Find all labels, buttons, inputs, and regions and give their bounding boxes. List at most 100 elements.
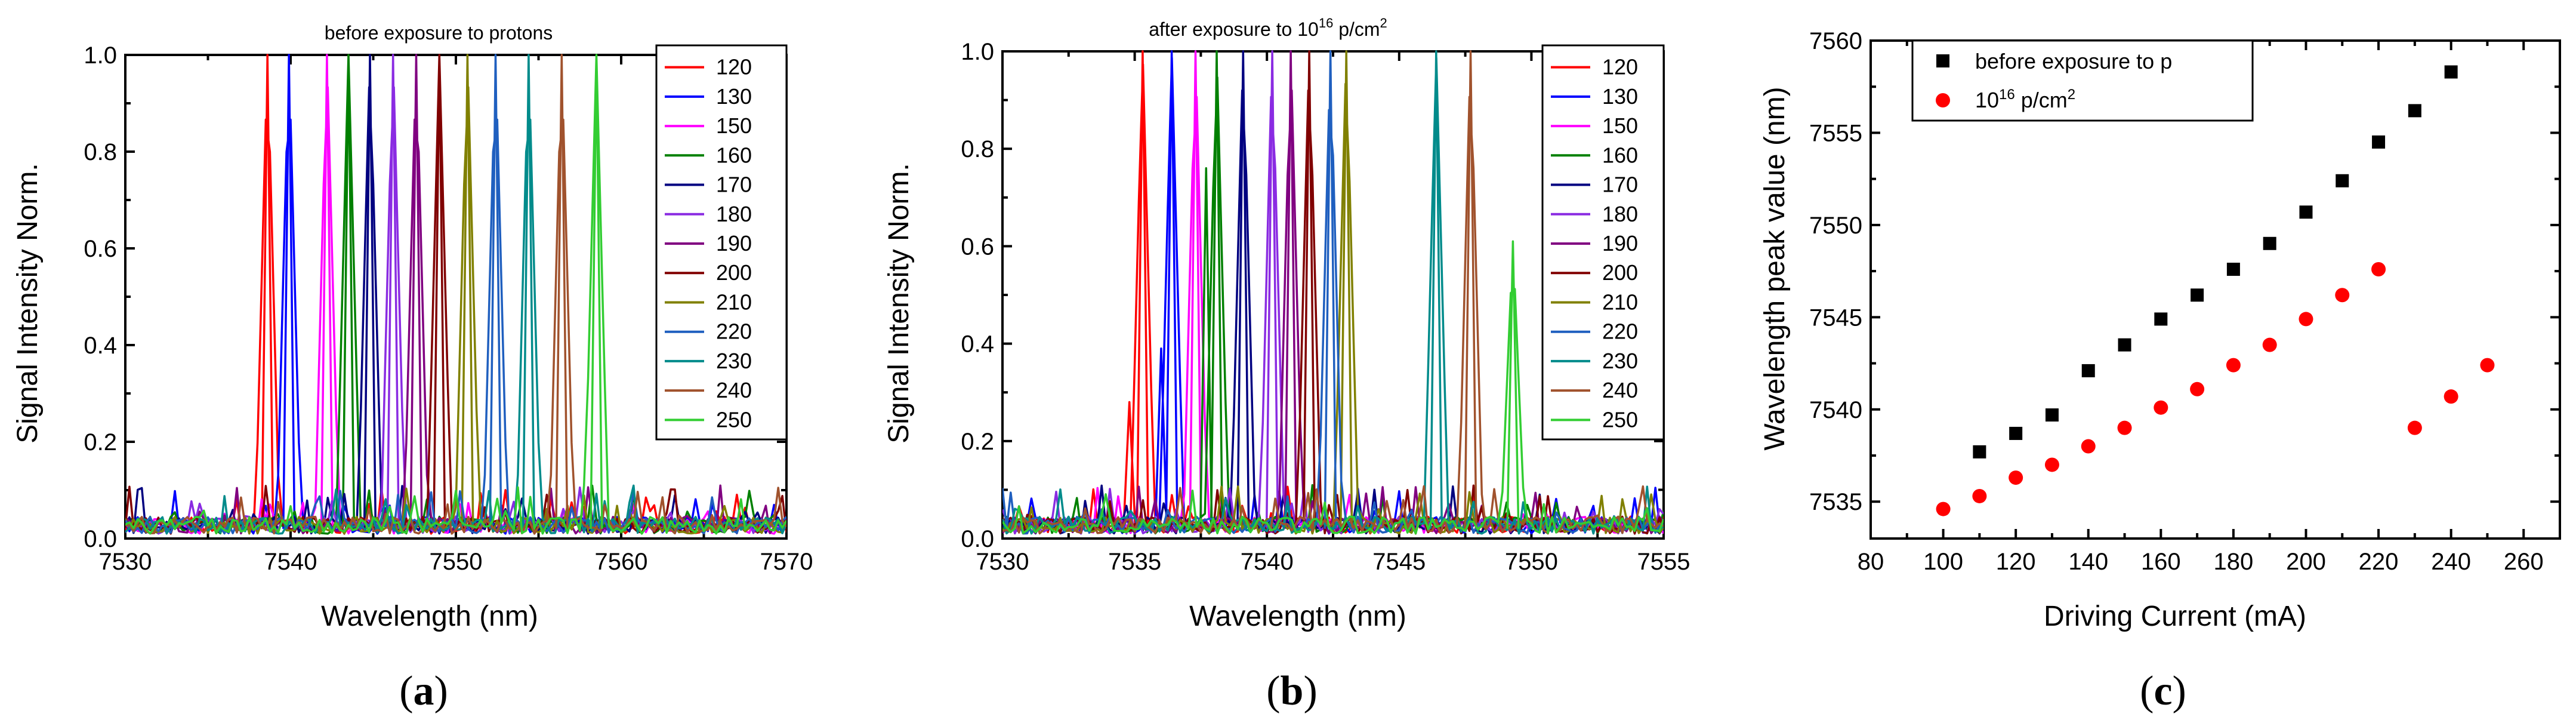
legend-label-150: 150 [1602,113,1638,138]
point-after [2044,457,2059,472]
legend-label-120: 120 [716,55,752,79]
series-1 [1936,262,2495,516]
point-before [2191,288,2204,302]
spectrum-panel-a: before exposure to protons 7530 7540 7550 7… [12,22,813,714]
y-tick-label: 0.0 [84,526,117,552]
point-before [2118,338,2131,352]
legend-label-170: 170 [1602,173,1638,197]
y-tick-label: 7555 [1809,120,1862,146]
x-tick-label: 80 [1858,549,1884,575]
point-before [2299,205,2313,219]
x-tick-label: 160 [2141,549,2181,575]
legend-label-130: 130 [1602,84,1638,109]
legend-label-170: 170 [716,173,752,197]
y-tick-label: 1.0 [84,42,117,69]
x-tick-label: 7570 [760,549,813,575]
point-after [2444,389,2458,404]
point-before [2372,135,2386,149]
panel-label-c: (c) [2140,668,2186,714]
point-after [2299,312,2313,327]
x-tick-label: 7555 [1637,549,1690,575]
legend: 120 130 150 160 170 180 190 200 210 220 230 240 250 [1541,44,1665,441]
point-before [2226,263,2240,276]
legend-label-240: 240 [1602,378,1638,402]
panel-b-ylabel: Signal Intensity Norm. [883,163,915,444]
legend-label-130: 130 [716,84,752,109]
point-before [2444,65,2458,79]
panel-label-a: (a) [399,668,448,714]
point-before [2408,104,2421,118]
x-tick-label: 200 [2286,549,2326,575]
legend-label-190: 190 [1602,231,1638,256]
point-after [2081,439,2096,454]
series-0 [1973,65,2458,459]
x-tick-label: 140 [2068,549,2108,575]
y-tick-label: 1.0 [961,39,994,65]
plot-area-c: 80 100 120 140 160 180 200 220 240 260 7535 7540 754… [1809,28,2561,575]
legend-label-220: 220 [1602,319,1638,344]
x-tick-label: 7540 [264,549,317,575]
panel-b-title: after exposure to 1016 p/cm2 [1149,16,1387,40]
panel-b-xlabel: Wavelength (nm) [1189,601,1406,632]
plot-area-b: 7530 7535 7540 7545 7550 7555 0.0 0.2 0.4 0.6 0.8 1… [961,39,1690,575]
point-before [2009,426,2023,440]
point-after [1936,502,1951,516]
x-tick-label: 7535 [1108,549,1161,575]
y-tick-label: 7550 [1809,213,1862,239]
plot-area-a: 7530 7540 7550 7560 7570 0.0 0.2 0.4 0.6 0.8 1.0 12… [84,42,813,575]
point-after [2480,358,2495,373]
legend-label-160: 160 [1602,143,1638,167]
legend-label-160: 160 [716,143,752,167]
legend-label-200: 200 [716,260,752,285]
x-tick-label: 7540 [1241,549,1294,575]
legend-label-after: 1016 p/cm2 [1975,87,2075,112]
panel-c-xlabel: Driving Current (mA) [2044,601,2306,632]
point-before [2154,312,2168,326]
legend: 120 130 150 160 170 180 190 200 210 220 230 240 250 [655,44,788,441]
x-tick-label: 120 [1996,549,2036,575]
legend-label-180: 180 [716,202,752,226]
y-tick-label: 0.4 [84,333,117,359]
y-tick-label: 0.0 [961,526,994,552]
x-tick-label: 220 [2359,549,2399,575]
y-tick-label: 7540 [1809,397,1862,423]
point-after [2262,337,2277,352]
y-tick-label: 0.6 [84,236,117,262]
y-tick-label: 0.6 [961,233,994,260]
legend-label-240: 240 [716,378,752,402]
point-before [1973,445,1986,459]
y-tick-label: 7560 [1809,28,1862,54]
series-line-250 [1002,240,1664,535]
series-line-250 [125,54,786,535]
legend-label-230: 230 [1602,349,1638,373]
y-tick-label: 7535 [1809,489,1862,515]
legend-label-210: 210 [1602,290,1638,314]
legend-label-250: 250 [1602,407,1638,432]
x-tick-label: 7530 [976,549,1029,575]
legend-label-150: 150 [716,113,752,138]
legend-label-180: 180 [1602,202,1638,226]
legend: before exposure to p 1016 p/cm2 [1911,39,2254,122]
panel-label-b: (b) [1266,668,1318,714]
y-tick-label: 0.8 [961,136,994,162]
x-tick-label: 7545 [1372,549,1426,575]
panel-c-ylabel: Wavelength peak value (nm) [1759,87,1791,450]
point-after [2226,358,2241,373]
legend-marker-circle [1936,93,1950,107]
legend-label-210: 210 [716,290,752,314]
y-tick-label: 0.8 [84,139,117,165]
legend-box [1911,39,2254,122]
series-lines [125,54,786,535]
point-after [2154,400,2168,415]
panel-a-title: before exposure to protons [325,22,553,44]
x-tick-label: 7550 [430,549,483,575]
x-tick-label: 240 [2431,549,2471,575]
y-tick-label: 0.2 [84,429,117,456]
series-line-230 [1002,50,1664,535]
point-before [2081,364,2095,377]
panel-a-ylabel: Signal Intensity Norm. [12,163,44,444]
point-before [2336,174,2349,187]
x-tick-label: 7530 [99,549,152,575]
legend-label-230: 230 [716,349,752,373]
y-tick-label: 0.2 [961,429,994,455]
